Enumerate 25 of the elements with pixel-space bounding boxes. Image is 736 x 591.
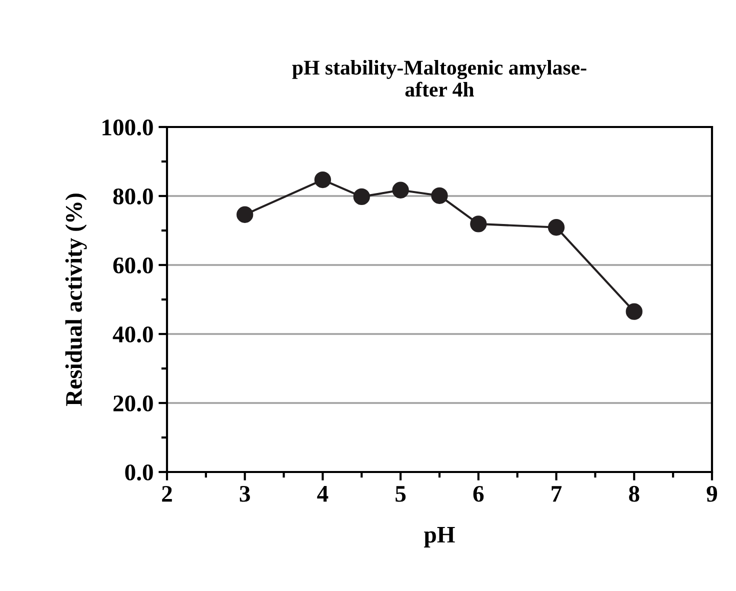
x-tick-label: 9 [706,486,718,502]
y-tick-label: 80.0 [113,188,153,205]
y-tick-label: 0.0 [125,464,153,481]
point [392,182,409,198]
point [314,171,332,188]
point [353,188,370,206]
x-tick-label: 4 [317,486,328,502]
y-tick-label: 40.0 [112,326,153,343]
point [431,187,448,204]
y-axis-title: Residual activity (%) [65,194,87,406]
chart-title: pH stability-Maltogenic amylase- after 4h [292,60,586,97]
x-tick-label: 7 [552,486,562,502]
point [626,303,642,320]
point [470,216,487,232]
y-tick-label: 100.0 [102,119,153,136]
x-tick-label: 5 [396,486,406,502]
x-tick-label: 2 [162,486,172,502]
x-tick-label: 8 [629,486,640,502]
x-tick-label: 3 [240,486,250,502]
x-axis-title: pH [424,526,455,548]
y-tick-label: 20.0 [113,395,153,412]
y-tick-label: 60.0 [113,257,153,274]
point [548,219,565,236]
x-tick-label: 6 [473,486,484,502]
point [236,206,254,223]
